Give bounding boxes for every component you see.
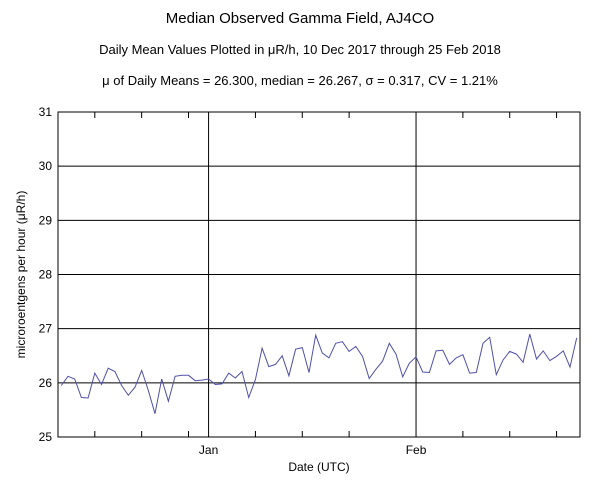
y-tick-label: 30 (39, 159, 53, 173)
x-tick-labels: Jan Feb (199, 443, 427, 457)
chart-statistics: μ of Daily Means = 26.300, median = 26.2… (102, 73, 498, 88)
y-tick-label: 29 (39, 213, 53, 227)
y-tick-labels: 25 26 27 28 29 30 31 (39, 105, 53, 444)
grid (58, 111, 580, 438)
series-line (60, 333, 578, 414)
y-axis-label: microroentgens per hour (μR/h) (14, 191, 28, 359)
y-tick-label: 26 (39, 376, 53, 390)
chart-title: Median Observed Gamma Field, AJ4CO (165, 10, 435, 27)
x-tick-label: Feb (406, 443, 427, 457)
tick-marks (94, 112, 558, 437)
y-tick-label: 25 (39, 430, 53, 444)
y-tick-label: 31 (39, 105, 53, 119)
chart-subtitle: Daily Mean Values Plotted in μR/h, 10 De… (99, 42, 501, 57)
x-axis-label: Date (UTC) (288, 460, 349, 474)
x-tick-label: Jan (199, 443, 218, 457)
y-tick-label: 27 (39, 322, 53, 336)
y-tick-label: 28 (39, 268, 53, 282)
plot-frame (57, 111, 581, 438)
